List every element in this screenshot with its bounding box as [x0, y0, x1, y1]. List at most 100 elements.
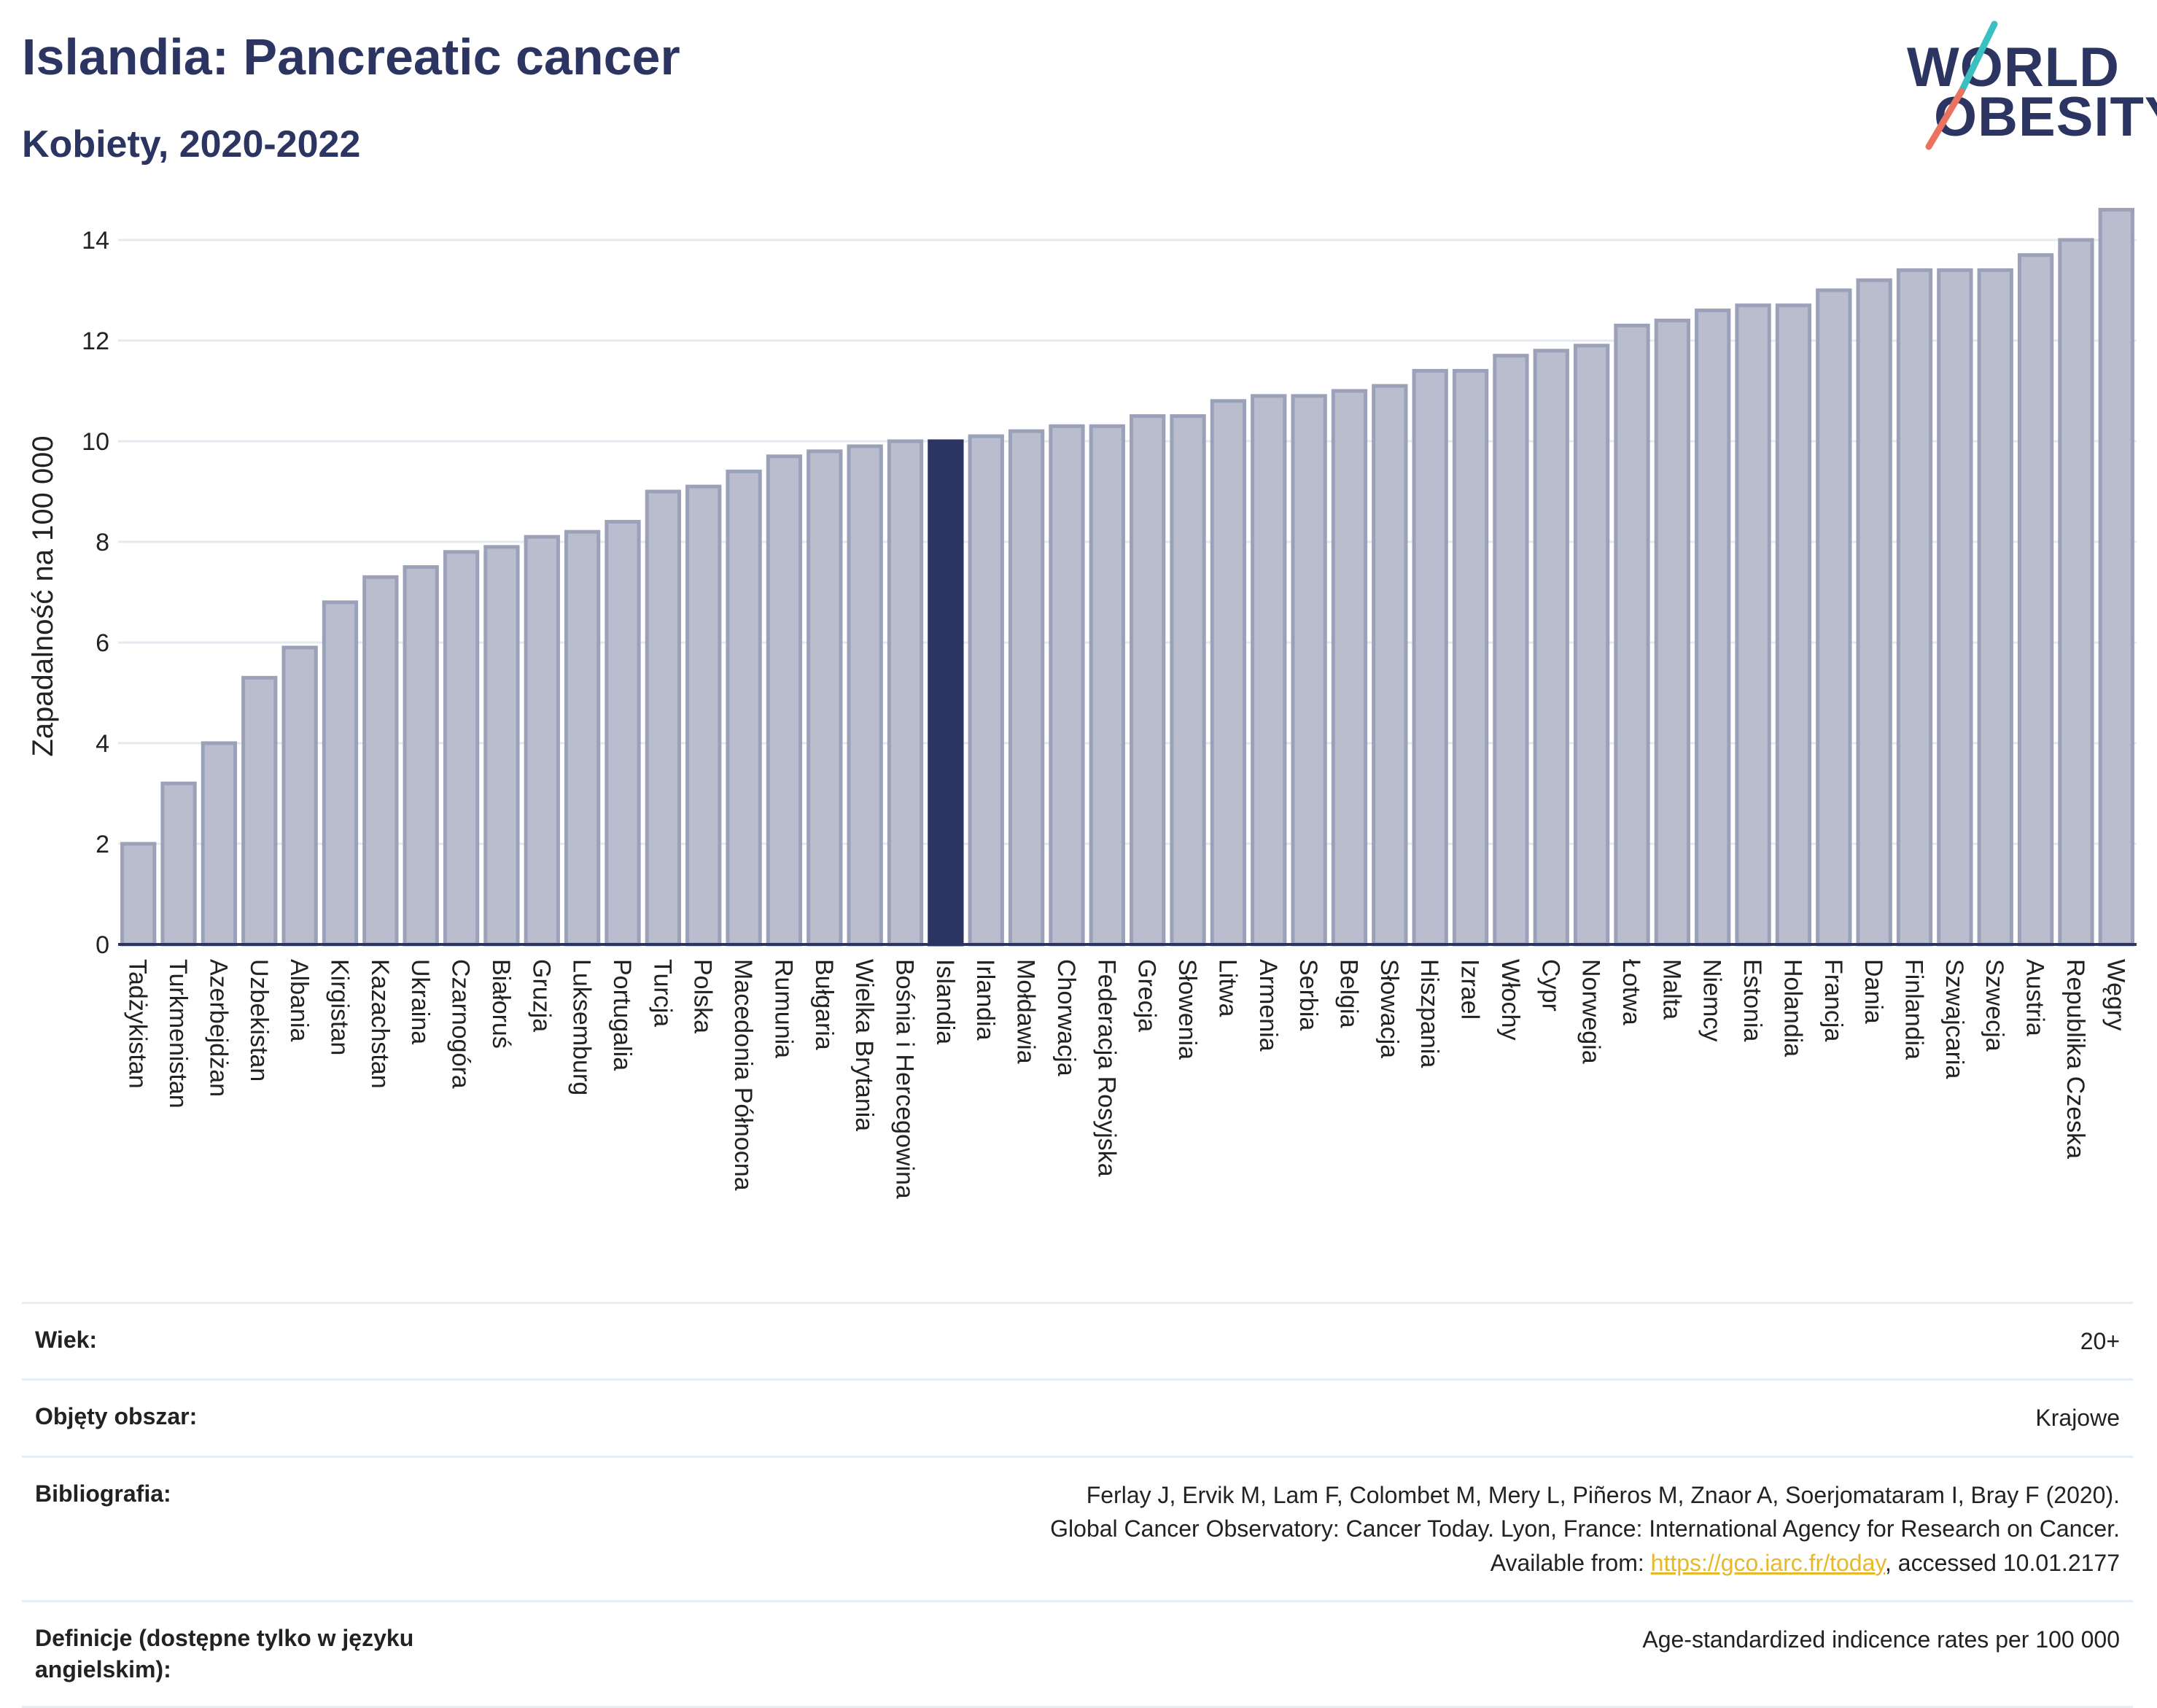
bar [403, 565, 439, 947]
chart-area: 0 2 4 6 8 10 12 14 Zapadalność na 100 000 Tadżyki… [0, 190, 2157, 1284]
x-tick-label: Białoruś [487, 959, 515, 1049]
bar [241, 675, 278, 947]
x-tick-label: Finlandia [1900, 959, 1928, 1060]
x-tick-label: Wielka Brytania [850, 959, 878, 1131]
metadata-table: Wiek: 20+ Objęty obszar: Krajowe Bibliog… [22, 1302, 2133, 1708]
bar [1695, 308, 1731, 947]
x-tick-label: Turcja [648, 959, 676, 1027]
bar [968, 434, 1004, 947]
bar [443, 550, 480, 947]
bar [766, 454, 803, 947]
bar [1089, 424, 1125, 947]
meta-value: 20+ [2080, 1328, 2120, 1354]
x-tick-label: Włochy [1496, 959, 1524, 1040]
bibliography-link[interactable]: https://gco.iarc.fr/today [1650, 1549, 1885, 1576]
bibliography-text: Ferlay J, Ervik M, Lam F, Colombet M, Me… [1050, 1481, 2120, 1576]
meta-label: Wiek: [35, 1327, 98, 1353]
x-tick-label: Uzbekistan [245, 959, 273, 1082]
bar [483, 545, 520, 947]
bar [1654, 318, 1691, 947]
bar [362, 575, 399, 947]
bar [1937, 268, 1973, 947]
meta-row-area: Objęty obszar: Krajowe [22, 1379, 2133, 1456]
x-tick-label: Grecja [1133, 959, 1161, 1032]
bar [1493, 354, 1529, 947]
y-tick-label: 8 [96, 529, 109, 556]
x-tick-label: Azerbejdżan [204, 959, 232, 1097]
bar [1452, 368, 1489, 947]
meta-label: Definicje (dostępne tylko w języku angie… [35, 1624, 414, 1683]
bar [2058, 238, 2094, 947]
bar [1130, 414, 1166, 947]
bar [807, 449, 843, 947]
x-tick-label: Hiszpania [1415, 959, 1443, 1068]
logo-slash-icon [1925, 20, 1998, 150]
page-subtitle: Kobiety, 2020-2022 [22, 123, 361, 166]
bar [605, 519, 641, 947]
bar [2017, 253, 2054, 947]
bar [1210, 399, 1247, 947]
x-tick-label: Republika Czeska [2061, 959, 2089, 1159]
bar [847, 444, 883, 947]
bar [1977, 268, 2013, 947]
bar [1896, 268, 1933, 947]
x-tick-label: Cypr [1536, 959, 1564, 1012]
bibliography-suffix: , accessed 10.01.2177 [1884, 1549, 2120, 1576]
y-tick-label: 2 [96, 831, 109, 858]
bar [564, 529, 601, 947]
x-tick-label: Izrael [1456, 959, 1484, 1020]
bar [1533, 349, 1569, 947]
x-tick-label: Szwajcaria [1940, 959, 1968, 1079]
x-tick-label: Tadżykistan [124, 959, 152, 1089]
x-tick-label: Chorwacja [1052, 959, 1080, 1076]
x-tick-label: Gruzja [527, 959, 555, 1032]
x-tick-label: Norwegia [1577, 959, 1605, 1064]
bar [201, 741, 238, 947]
bar [281, 645, 318, 947]
bar [1856, 278, 1892, 947]
bar [1775, 303, 1812, 947]
y-tick-label: 6 [96, 629, 109, 657]
bar [1735, 303, 1771, 947]
y-tick-label: 0 [96, 931, 109, 959]
bar [120, 842, 157, 947]
x-tick-label: Federacja Rosyjska [1092, 959, 1120, 1177]
x-tick-label: Dania [1859, 959, 1887, 1024]
bar [524, 535, 560, 947]
x-tick-label: Francja [1819, 959, 1847, 1041]
x-tick-label: Estonia [1738, 959, 1766, 1041]
x-tick-label: Serbia [1294, 959, 1322, 1030]
x-tick-label: Ukraina [406, 959, 434, 1044]
x-tick-label: Niemcy [1698, 959, 1726, 1041]
bar [1291, 394, 1327, 947]
x-tick-label: Kazachstan [366, 959, 394, 1089]
meta-label: Bibliografia: [35, 1480, 171, 1507]
bar [645, 489, 682, 947]
meta-value: Krajowe [2035, 1405, 2120, 1432]
y-tick-label: 10 [82, 428, 109, 456]
meta-row-bibliography: Bibliografia: Ferlay J, Ervik M, Lam F, … [22, 1456, 2133, 1601]
bar [1412, 368, 1448, 947]
x-tick-label: Armenia [1254, 959, 1282, 1052]
x-tick-label: Luksemburg [568, 959, 596, 1095]
x-tick-label: Turkmenistan [164, 959, 192, 1109]
bar [928, 439, 964, 947]
x-tick-label: Austria [2021, 959, 2049, 1036]
x-tick-label: Słowacja [1375, 959, 1403, 1058]
meta-value-bibliography: Ferlay J, Ervik M, Lam F, Colombet M, Me… [487, 1456, 2133, 1601]
bar [2098, 208, 2134, 947]
y-tick-label: 14 [82, 227, 109, 255]
y-axis-title: Zapadalność na 100 000 [27, 435, 59, 756]
meta-value: Age-standardized indicence rates per 100… [1642, 1626, 2120, 1653]
x-tick-label: Polska [689, 959, 717, 1033]
bar [1816, 288, 1852, 947]
bar [726, 469, 762, 947]
x-tick-label: Słowenia [1173, 959, 1201, 1060]
bar [160, 781, 197, 947]
bar [322, 600, 359, 947]
y-tick-label: 12 [82, 327, 109, 355]
logo-word-1: WORLD [1907, 36, 2121, 98]
bar [1008, 429, 1045, 947]
bar [1170, 414, 1206, 947]
x-tick-label: Bośnia i Hercegowina [891, 959, 919, 1199]
